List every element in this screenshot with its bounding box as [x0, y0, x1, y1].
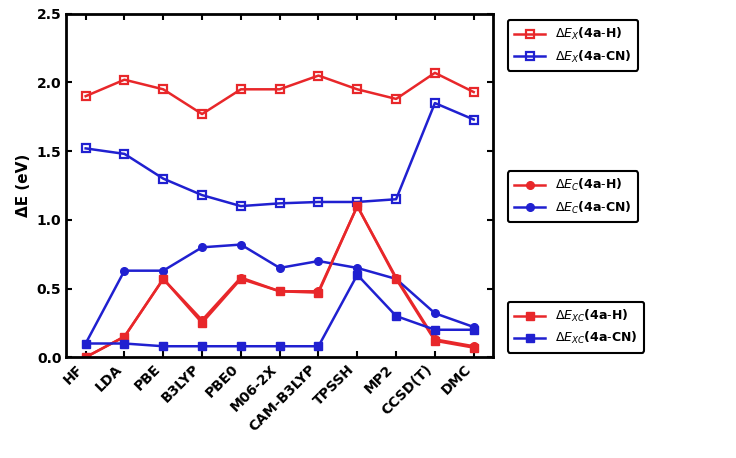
Legend: $\Delta E_{XC}\mathbf{(4a\text{-}H)}$, $\Delta E_{XC}\mathbf{(4a\text{-}CN)}$: $\Delta E_{XC}\mathbf{(4a\text{-}H)}$, $…: [508, 302, 644, 353]
Y-axis label: ΔE (eV): ΔE (eV): [16, 154, 31, 217]
